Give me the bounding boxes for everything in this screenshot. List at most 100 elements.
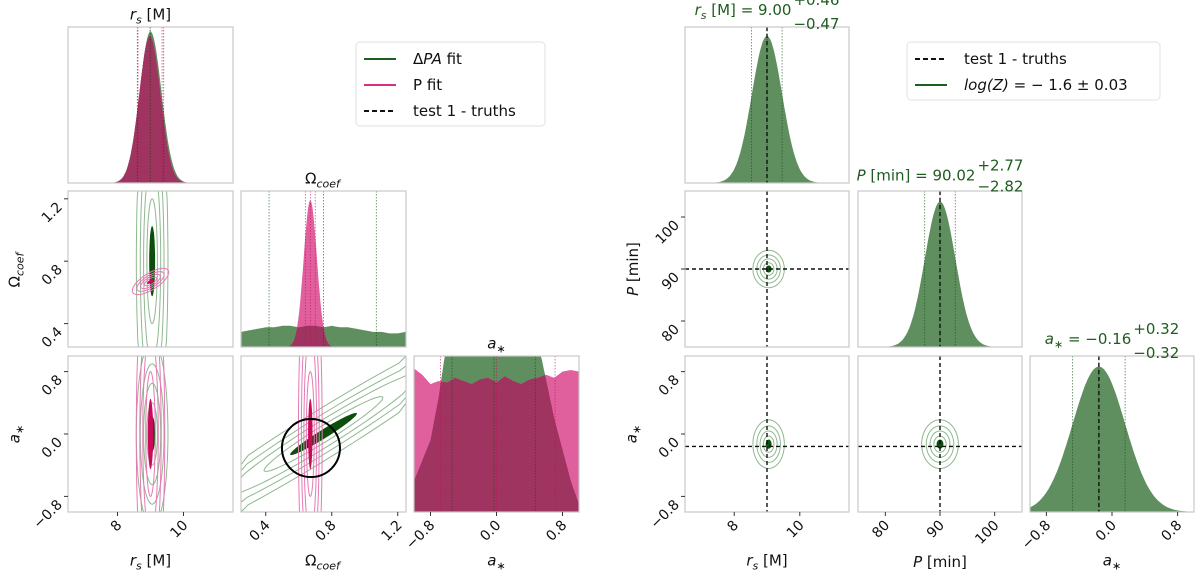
title-label: a∗ <box>487 335 505 356</box>
title-label-symbol: Ω <box>305 170 316 188</box>
title-lower-error: −0.47 <box>793 15 839 33</box>
y-tick-label: 100 <box>653 218 683 248</box>
x-axis-label-rs-symbol: r <box>130 552 137 570</box>
title-label: rs [M] = 9.00 <box>695 1 792 22</box>
contour-line <box>241 356 406 512</box>
contour-line <box>752 419 785 470</box>
contour-line <box>139 356 162 512</box>
x-tick-label: 10 <box>784 518 808 542</box>
contour-line <box>297 356 323 512</box>
panel-frame <box>240 355 407 513</box>
title-label-symbol: r <box>695 1 702 19</box>
contour-line <box>140 273 161 290</box>
x-tick-label: 0.8 <box>313 518 340 545</box>
plot-area <box>858 191 1022 347</box>
contour-line <box>241 356 406 512</box>
x-tick-label: 8 <box>724 518 742 536</box>
title-value: = −0.16 <box>1063 330 1131 348</box>
contour-line <box>756 425 781 463</box>
x-tick-label: 8 <box>108 518 126 536</box>
title-label-subscript: ∗ <box>1054 338 1063 351</box>
legend-label: P fit <box>413 76 442 94</box>
x-axis-label-astar-symbol: a <box>1103 552 1112 570</box>
joint-panel-rs-astar: 8 10 rs [M] −0.8 0.0 0.8 a∗ <box>623 355 850 573</box>
plot-area <box>414 356 579 512</box>
panel-frame <box>857 190 1023 348</box>
x-axis-label-P-symbol: P <box>913 553 923 571</box>
contour-line <box>933 435 947 453</box>
contour-line <box>759 258 778 280</box>
y-axis-label-astar-subscript: ∗ <box>631 425 644 434</box>
title-label-unit: [M] <box>707 1 736 19</box>
x-axis-label-omega-symbol: Ω <box>305 552 316 570</box>
x-tick-label: 0.0 <box>477 518 504 545</box>
plot-area <box>685 356 849 512</box>
title-value: = 90.02 <box>910 167 975 185</box>
y-tick-label: 0.0 <box>656 435 683 462</box>
legend-item: test 1 - truths <box>915 50 1067 68</box>
legend-box <box>355 41 546 127</box>
title-lower-error: −2.82 <box>977 178 1023 196</box>
legend-label-suffix: fit <box>442 50 462 68</box>
contour-line <box>142 356 159 512</box>
panel-frame <box>67 26 234 184</box>
y-axis-label-astar-symbol: a <box>6 434 24 443</box>
y-axis-label-P: P [min] <box>624 242 642 296</box>
panel-title-P: P [min] = 90.02+2.77 −2.82 <box>857 157 1024 196</box>
contour-core <box>147 398 154 470</box>
legend-label: test 1 - truths <box>964 50 1067 68</box>
panel-title-rs: rs [M] <box>130 6 171 27</box>
x-tick-label: 80 <box>869 518 893 542</box>
contour-line <box>136 271 165 292</box>
marginal-panel-P <box>857 190 1023 348</box>
x-tick-label: 10 <box>167 518 191 542</box>
legend-box <box>906 41 1161 101</box>
x-axis-label-rs-unit: [M] <box>142 552 171 570</box>
contour-line <box>241 373 406 495</box>
panel-frame <box>240 190 407 348</box>
contour-line <box>143 382 162 486</box>
y-axis-label-astar: a∗ <box>623 425 644 443</box>
x-axis-label-astar: a∗ <box>487 552 505 573</box>
marginal-panel-rs <box>67 26 234 184</box>
contour-line <box>131 267 170 296</box>
y-axis-label-omega-symbol: Ω <box>6 276 24 287</box>
x-axis-label-rs: rs [M] <box>130 552 171 573</box>
x-axis-label-rs: rs [M] <box>746 552 787 573</box>
x-axis-label-rs-symbol: r <box>746 552 753 570</box>
x-axis-label-astar: a∗ <box>1103 552 1121 573</box>
x-tick-label: 0.8 <box>543 518 570 545</box>
contour-line <box>303 356 318 512</box>
contour-line <box>929 430 951 458</box>
y-axis-label-astar-subscript: ∗ <box>14 425 27 434</box>
plot-area <box>241 191 406 347</box>
y-tick-label: 0.8 <box>39 372 66 399</box>
contour-line <box>145 371 156 497</box>
title-label-subscript: s <box>701 9 707 22</box>
contour-core <box>308 398 313 470</box>
histogram-dpa-fit <box>858 201 1022 347</box>
y-tick-label: 1.2 <box>39 199 66 226</box>
y-tick-label: 90 <box>659 270 683 294</box>
y-axis-label-P-unit: [min] <box>624 242 642 287</box>
x-tick-label: 0.8 <box>1158 518 1185 545</box>
title-label-symbol: r <box>130 6 137 24</box>
x-tick-label: 90 <box>924 518 948 542</box>
title-upper-error: +0.32 <box>1133 320 1179 338</box>
legend-label-text: Δ <box>413 50 424 68</box>
contour-line <box>925 425 955 463</box>
x-tick-label: 0.4 <box>247 517 274 544</box>
contour-line <box>759 430 778 458</box>
title-label-unit: [M] <box>142 6 171 24</box>
legend-label-text: test 1 - truths <box>964 50 1067 68</box>
legend-item: ΔPA fit <box>364 50 462 68</box>
marginal-panel-astar: −0.8 0.0 0.8 a∗ <box>403 355 580 573</box>
x-axis-label-astar-subscript: ∗ <box>1112 560 1121 573</box>
x-tick-label: 0.0 <box>1093 518 1120 545</box>
x-axis-label-rs-unit: [M] <box>758 552 787 570</box>
x-tick-label: 100 <box>972 518 1002 548</box>
contour-line <box>762 435 775 453</box>
y-tick-label: 0.4 <box>39 324 66 351</box>
joint-panel-rs-P: 80 90 100 P [min] <box>624 190 850 348</box>
